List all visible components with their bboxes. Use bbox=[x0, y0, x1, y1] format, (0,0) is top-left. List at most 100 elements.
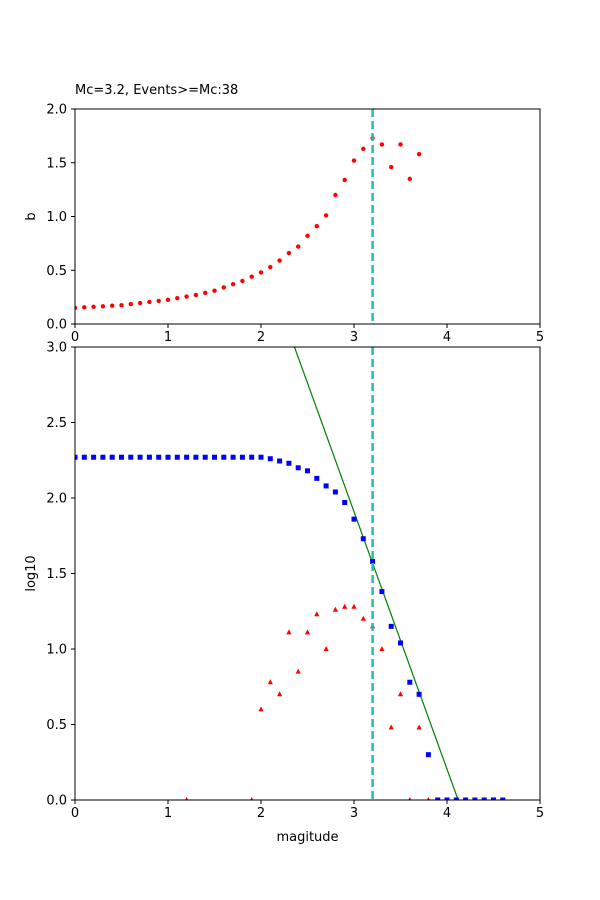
b-value-point bbox=[379, 142, 385, 147]
b-value-point bbox=[221, 285, 226, 290]
cumulative-point bbox=[370, 558, 376, 564]
b-value-point bbox=[184, 294, 189, 299]
noncumulative-point bbox=[267, 679, 273, 685]
b-value-point bbox=[296, 244, 301, 249]
cumulative-point bbox=[193, 454, 199, 460]
noncumulative-point bbox=[397, 691, 404, 697]
cumulative-point bbox=[295, 465, 301, 471]
noncumulative-point bbox=[351, 603, 357, 609]
cumulative-point bbox=[314, 475, 320, 481]
cumulative-point bbox=[398, 640, 403, 646]
cumulative-point bbox=[342, 500, 348, 506]
cumulative-point bbox=[481, 797, 487, 800]
b-value-point bbox=[407, 176, 412, 182]
cumulative-point bbox=[239, 454, 245, 460]
noncumulative-point bbox=[295, 668, 301, 674]
cumulative-point bbox=[435, 797, 441, 800]
cumulative-point bbox=[100, 454, 106, 460]
noncumulative-point bbox=[250, 797, 254, 800]
log10-panel: log10 magitude 0 1 2 3 4 5 0.0 0.5 1.0 1.5 2.0 2.5 3… bbox=[24, 341, 544, 846]
cumulative-point bbox=[491, 797, 496, 800]
x-tick-label: 4 bbox=[443, 806, 451, 821]
y-tick-label: 0.0 bbox=[46, 318, 67, 333]
x-tick-label: 0 bbox=[71, 330, 79, 345]
cumulative-point bbox=[360, 536, 366, 542]
b-value-point bbox=[314, 223, 319, 229]
cumulative-point bbox=[91, 454, 97, 460]
top-plot-area bbox=[75, 135, 422, 311]
cumulative-point bbox=[416, 691, 422, 697]
noncumulative-point bbox=[286, 629, 292, 635]
noncumulative-point bbox=[408, 797, 412, 800]
cumulative-point bbox=[202, 454, 208, 460]
b-value-point bbox=[156, 298, 161, 304]
noncumulative-point bbox=[304, 629, 311, 635]
fit-line bbox=[293, 347, 459, 800]
cumulative-point bbox=[212, 454, 217, 460]
top-panel-title: Mc=3.2, Events>=Mc:38 bbox=[75, 83, 238, 98]
y-tick-label: 2.0 bbox=[46, 103, 67, 118]
b-value-point bbox=[91, 304, 96, 309]
cumulative-point bbox=[463, 797, 469, 800]
cumulative-point bbox=[323, 483, 329, 489]
cumulative-point bbox=[128, 454, 134, 460]
b-value-point bbox=[147, 299, 152, 305]
b-value-point bbox=[128, 301, 133, 307]
x-tick-label: 2 bbox=[257, 330, 265, 345]
b-value-point bbox=[323, 213, 329, 218]
noncumulative-point bbox=[416, 724, 422, 730]
cumulative-point bbox=[75, 454, 78, 460]
cumulative-point bbox=[472, 797, 478, 800]
b-value-point bbox=[351, 158, 357, 163]
b-value-point bbox=[342, 177, 347, 183]
bottom-x-axis-label: magitude bbox=[276, 830, 338, 845]
b-value-point bbox=[230, 282, 236, 287]
y-tick-label: 2.5 bbox=[46, 416, 67, 431]
noncumulative-point bbox=[342, 603, 348, 609]
b-value-point bbox=[361, 146, 366, 151]
x-tick-label: 1 bbox=[164, 330, 172, 345]
cumulative-point bbox=[286, 460, 292, 466]
y-tick-label: 0.0 bbox=[46, 794, 67, 809]
top-y-axis-label: b bbox=[24, 212, 39, 220]
cumulative-point bbox=[305, 468, 310, 474]
cumulative-point bbox=[146, 454, 152, 460]
b-value-point bbox=[389, 164, 394, 170]
cumulative-point bbox=[137, 454, 143, 460]
x-tick-label: 4 bbox=[443, 330, 451, 345]
noncumulative-point bbox=[379, 646, 385, 651]
x-tick-label: 3 bbox=[350, 330, 358, 345]
b-value-point bbox=[100, 304, 106, 309]
cumulative-point bbox=[425, 752, 431, 758]
cumulative-point bbox=[156, 454, 162, 460]
cumulative-point bbox=[81, 454, 87, 460]
b-value-point bbox=[110, 303, 115, 308]
b-value-point bbox=[249, 274, 254, 279]
x-tick-label: 3 bbox=[350, 806, 358, 821]
b-value-point bbox=[416, 151, 422, 157]
noncumulative-point bbox=[426, 797, 430, 800]
noncumulative-point bbox=[277, 691, 283, 697]
b-value-point bbox=[240, 278, 245, 284]
y-tick-label: 1.0 bbox=[46, 643, 67, 658]
cumulative-point bbox=[267, 456, 273, 462]
b-value-point bbox=[277, 258, 282, 263]
cumulative-point bbox=[258, 454, 264, 460]
b-value-point bbox=[286, 250, 292, 256]
cumulative-point bbox=[379, 589, 385, 595]
cumulative-point bbox=[109, 454, 115, 460]
cumulative-point bbox=[332, 489, 338, 495]
x-tick-label: 0 bbox=[71, 806, 79, 821]
y-tick-label: 3.0 bbox=[46, 341, 67, 356]
y-tick-label: 2.0 bbox=[46, 492, 67, 507]
noncumulative-point bbox=[258, 706, 264, 712]
b-value-point bbox=[119, 302, 124, 308]
b-value-point bbox=[165, 297, 171, 303]
x-tick-label: 1 bbox=[164, 806, 172, 821]
b-value-point bbox=[305, 233, 310, 239]
noncumulative-point bbox=[323, 646, 329, 651]
y-tick-label: 0.5 bbox=[46, 718, 67, 733]
b-value-point bbox=[268, 264, 273, 270]
b-value-point bbox=[137, 300, 143, 306]
y-tick-label: 1.5 bbox=[46, 567, 67, 582]
